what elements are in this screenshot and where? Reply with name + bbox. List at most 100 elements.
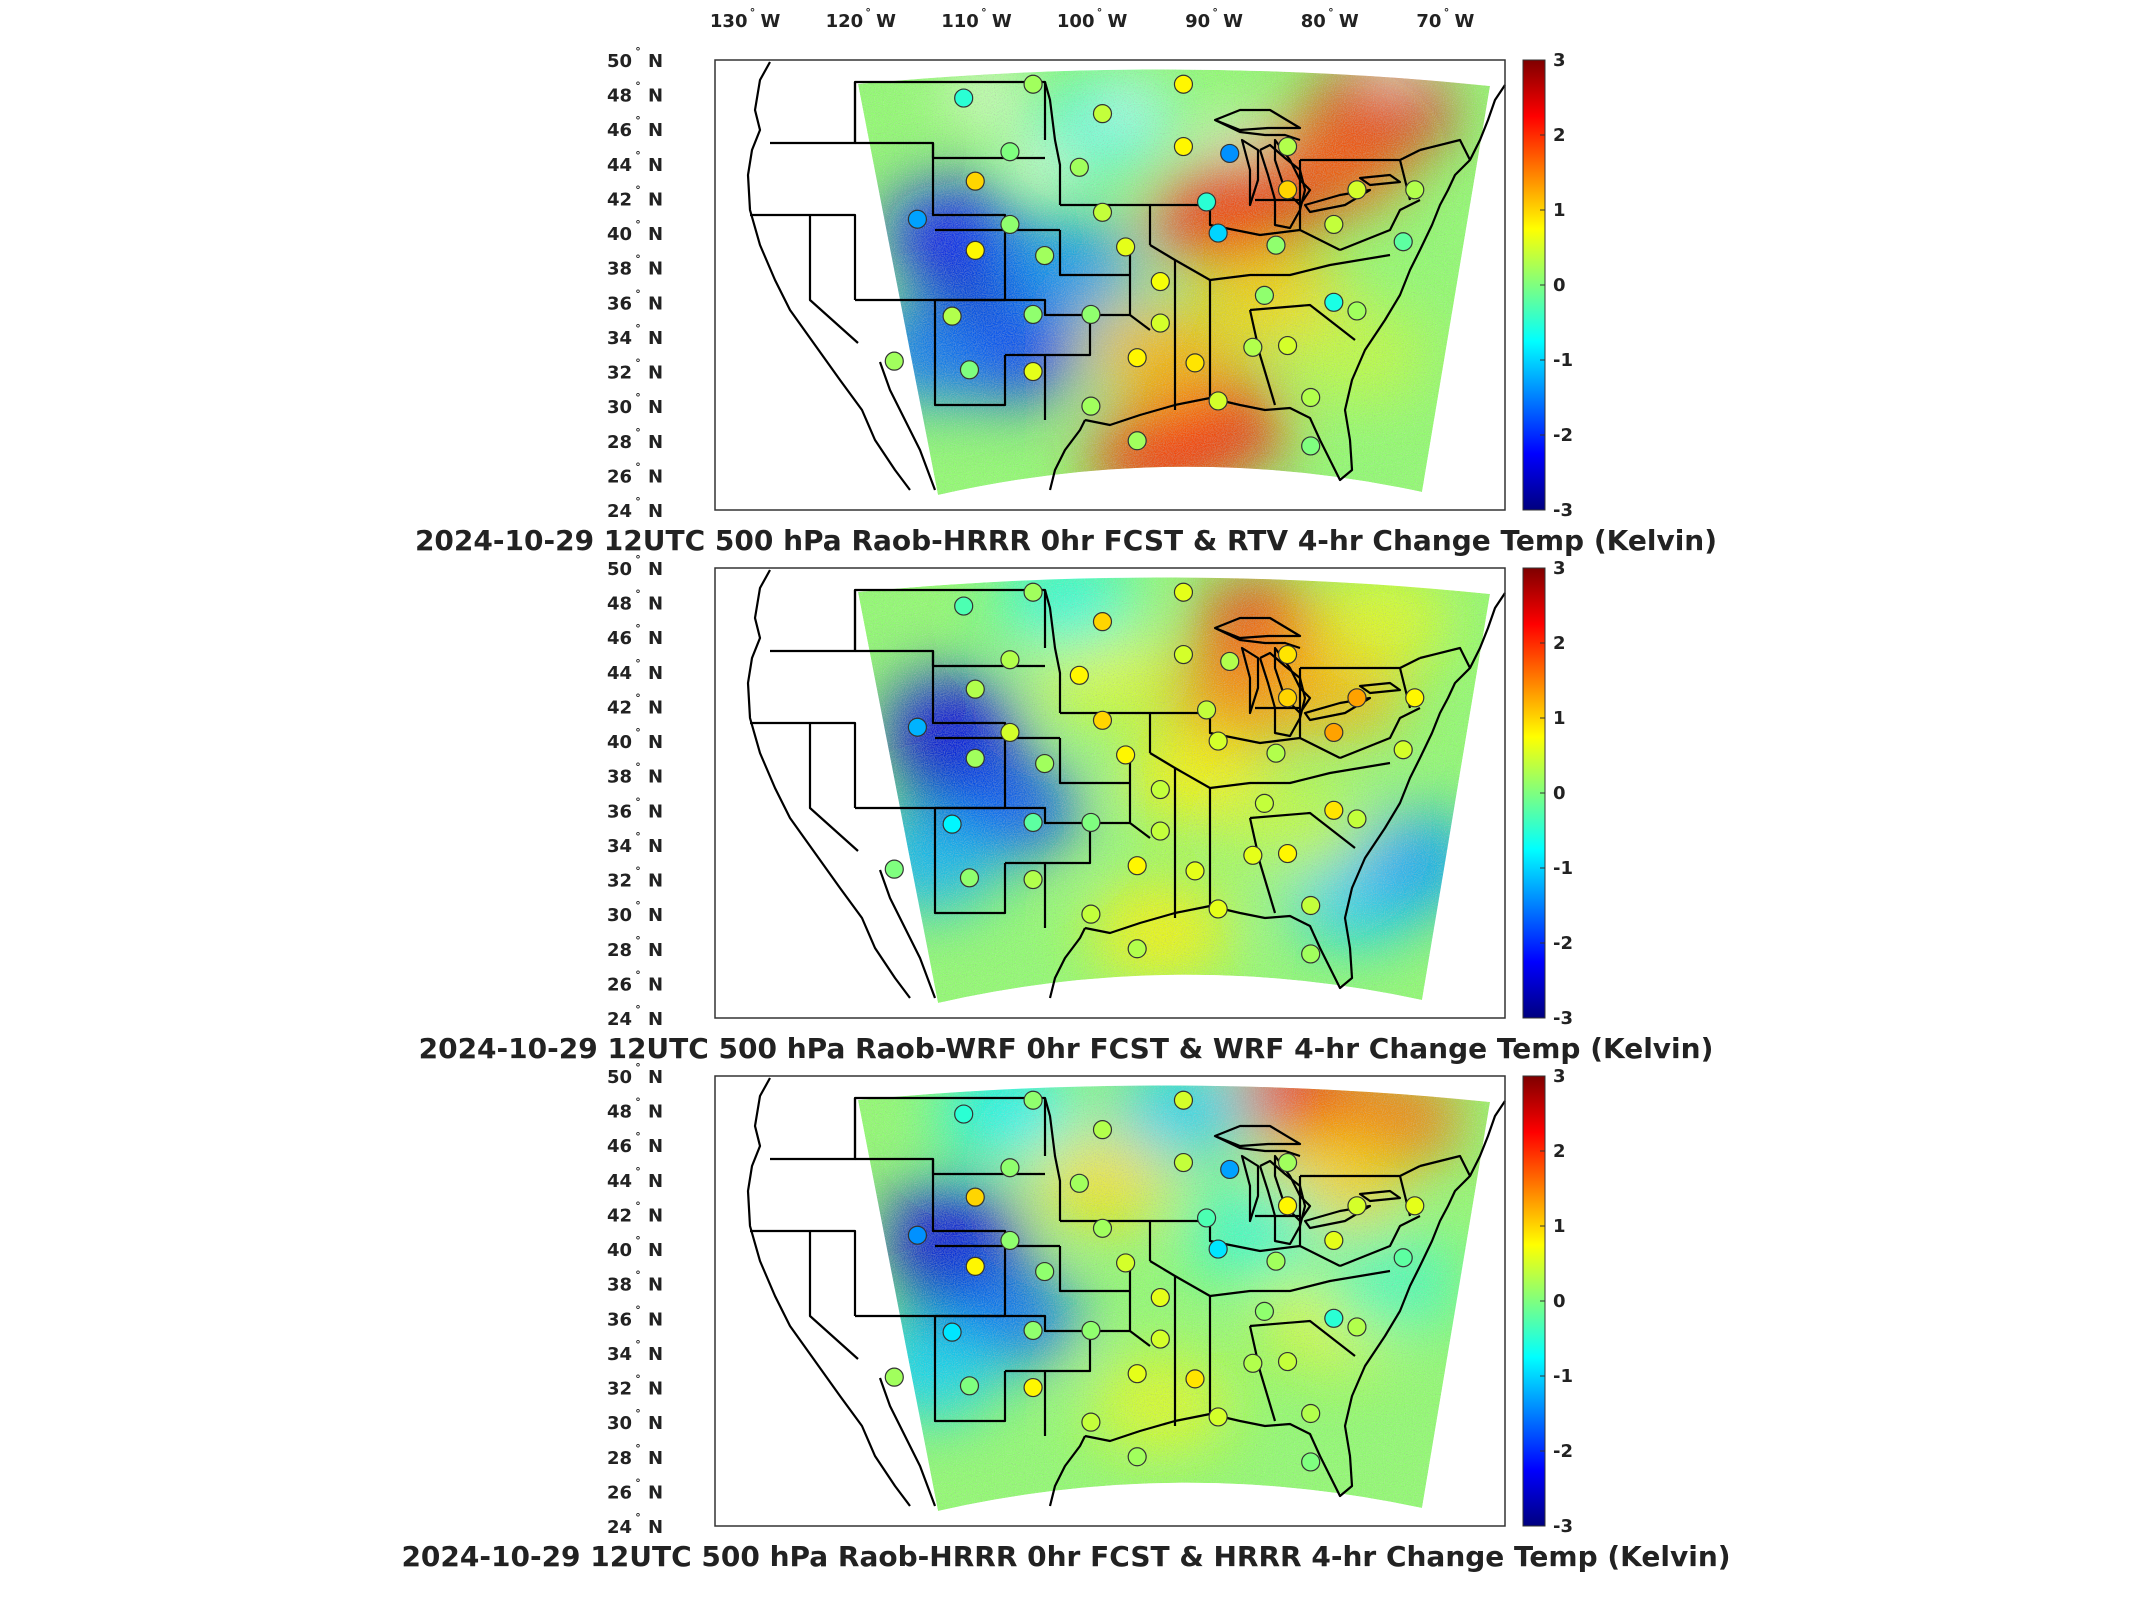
raob-station-marker	[1000, 1158, 1020, 1178]
latitude-label: 32	[607, 1379, 632, 1400]
raob-station-marker	[1301, 387, 1321, 408]
raob-station-marker	[1277, 1152, 1298, 1173]
latitude-label: 24	[607, 1009, 632, 1030]
longitude-label: 70	[1416, 11, 1441, 32]
raob-station-marker	[1116, 237, 1136, 257]
latitude-label: 46	[607, 1136, 632, 1157]
map-panels: 50 ° N48 ° N46 ° N44 ° N42 ° N40 ° N38 ° N36 ° N34 ° N32 ° N…	[401, 45, 1730, 1573]
raob-station-marker	[1081, 304, 1101, 325]
latitude-hemisphere: N	[648, 432, 663, 453]
latitude-hemisphere: N	[648, 871, 663, 892]
degree-symbol: °	[635, 657, 641, 670]
colorbar-tick-label: -3	[1553, 1516, 1573, 1537]
map-frame	[714, 59, 1506, 511]
raob-station-marker	[942, 814, 962, 834]
degree-symbol: °	[635, 622, 641, 635]
raob-station-marker	[1277, 843, 1298, 864]
raob-station-marker	[1023, 869, 1043, 890]
raob-station-marker	[1116, 1253, 1136, 1273]
latitude-label: 50	[607, 1067, 632, 1088]
raob-station-marker	[1150, 821, 1170, 841]
raob-stations	[884, 74, 1425, 456]
raob-station-marker	[1301, 436, 1321, 456]
latitude-hemisphere: N	[648, 594, 663, 615]
degree-symbol: °	[635, 761, 641, 774]
raob-station-marker	[1035, 245, 1055, 266]
latitude-label: 44	[607, 663, 632, 684]
degree-symbol: °	[635, 495, 641, 508]
raob-station-marker	[1393, 1248, 1413, 1268]
degree-symbol: °	[1444, 6, 1450, 19]
raob-station-marker	[1069, 157, 1089, 177]
raob-station-marker	[954, 1104, 974, 1124]
latitude-label: 32	[607, 871, 632, 892]
degree-symbol: °	[635, 1096, 641, 1109]
raob-station-marker	[1393, 232, 1413, 252]
degree-symbol: °	[981, 6, 987, 19]
colorbar-tick-label: -3	[1553, 1008, 1573, 1029]
raob-station-marker	[1243, 1353, 1263, 1373]
raob-station-marker	[1324, 800, 1344, 820]
latitude-hemisphere: N	[648, 1136, 663, 1157]
degree-symbol: °	[635, 1003, 641, 1016]
map-frame	[714, 1075, 1506, 1527]
raob-station-marker	[1324, 1230, 1344, 1251]
latitude-label: 46	[607, 120, 632, 141]
colorbar-tick-label: -3	[1553, 500, 1573, 521]
latitude-hemisphere: N	[648, 293, 663, 314]
raob-station-marker	[1150, 313, 1170, 333]
raob-station-marker	[959, 360, 980, 380]
latitude-hemisphere: N	[648, 1009, 663, 1030]
latitude-hemisphere: N	[648, 1413, 663, 1434]
raob-station-marker	[1301, 944, 1321, 964]
latitude-hemisphere: N	[648, 697, 663, 718]
colorbar-tick-label: -1	[1553, 350, 1573, 371]
raob-station-marker	[1173, 582, 1194, 602]
colorbar: 3 2 1 0 -1 -2 -3	[1522, 558, 1573, 1029]
raob-station-marker	[965, 1187, 985, 1207]
raob-station-marker	[1220, 143, 1240, 164]
raob-station-marker	[1000, 1230, 1020, 1251]
latitude-label: 42	[607, 1205, 632, 1226]
raob-station-marker	[1127, 939, 1147, 959]
latitude-label: 30	[607, 397, 632, 418]
colorbar-tick-label: 0	[1553, 275, 1566, 296]
latitude-hemisphere: N	[648, 940, 663, 961]
raob-station-marker	[959, 868, 980, 888]
latitude-labels: 50 ° N48 ° N46 ° N44 ° N42 ° N40 ° N38 ° N36 ° N34 ° N32 ° N…	[607, 553, 663, 1030]
degree-symbol: °	[635, 830, 641, 843]
map-panel-wrf: 50 ° N48 ° N46 ° N44 ° N42 ° N40 ° N38 ° N36 ° N34 ° N32 ° N…	[419, 553, 1714, 1065]
degree-symbol: °	[750, 6, 756, 19]
latitude-label: 26	[607, 974, 632, 995]
latitude-label: 48	[607, 594, 632, 615]
degree-symbol: °	[635, 865, 641, 878]
latitude-label: 40	[607, 224, 632, 245]
latitude-label: 24	[607, 501, 632, 522]
degree-symbol: °	[635, 1303, 641, 1316]
longitude-label: 120	[826, 11, 864, 32]
raob-station-marker	[1277, 644, 1298, 665]
longitude-hemisphere: W	[1223, 11, 1243, 32]
raob-station-marker	[1092, 202, 1113, 222]
raob-station-marker	[884, 1367, 904, 1387]
raob-station-marker	[1277, 1196, 1298, 1216]
raob-station-marker	[1081, 1320, 1101, 1341]
raob-station-marker	[1243, 845, 1263, 865]
degree-symbol: °	[635, 1130, 641, 1143]
raob-station-marker	[1347, 809, 1367, 829]
raob-station-marker	[1277, 180, 1298, 200]
degree-symbol: °	[1328, 6, 1334, 19]
raob-station-marker	[1301, 1452, 1321, 1472]
raob-station-marker	[1069, 1173, 1089, 1193]
raob-station-marker	[1196, 1208, 1217, 1228]
raob-station-marker	[1081, 1412, 1101, 1432]
degree-symbol: °	[635, 588, 641, 601]
colorbar-tick-label: -2	[1553, 1441, 1573, 1462]
longitude-hemisphere: W	[1339, 11, 1359, 32]
latitude-hemisphere: N	[648, 259, 663, 280]
degree-symbol: °	[635, 1407, 641, 1420]
raob-station-marker	[954, 596, 974, 616]
raob-station-marker	[1173, 136, 1194, 157]
latitude-label: 30	[607, 1413, 632, 1434]
latitude-label: 28	[607, 940, 632, 961]
